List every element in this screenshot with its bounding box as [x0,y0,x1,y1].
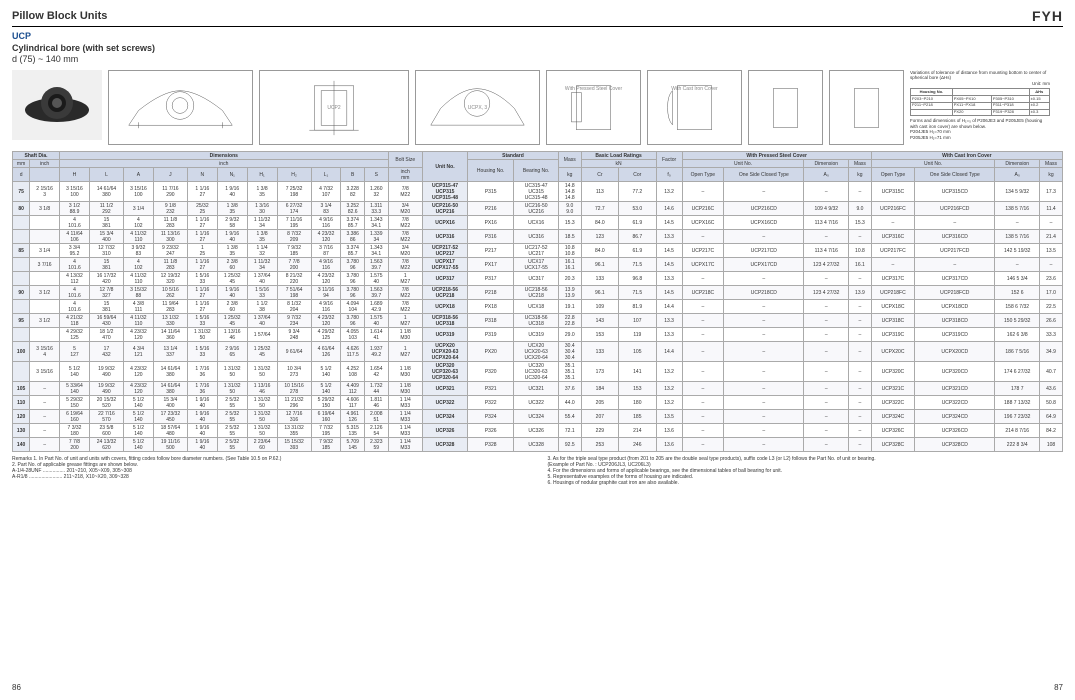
table-row: 3 15/165 1/2 14019 9/32 4904 23/32 12014… [13,362,1063,382]
remarks: Remarks 1. In Part No. of unit and units… [12,456,1063,486]
page-number-right: 87 [1054,683,1063,692]
subheader-text: UCP Cylindrical bore (with set screws) d… [12,31,155,66]
table-row: 4 101.615 3814 3/8 11111 9/64 2831 1/16 … [13,300,1063,314]
diagram-cover1 [748,70,823,145]
table-row: 3 7/164 101.615 3814 10211 1/8 2831 1/16… [13,258,1063,272]
tolerance-table: Housing No.ΔHsP203~P210PX05~PX10P305~P31… [910,88,1050,116]
page-header: Pillow Block Units FYH [12,8,1063,27]
diagram-pressed: With Pressed Steel Cover [546,70,641,145]
header-title: Pillow Block Units [12,10,107,22]
product-photo [12,70,102,140]
ucp-code: UCP [12,31,155,43]
table-row: 752 15/16 33 15/16 10014 61/64 3803 15/1… [13,182,1063,202]
ucp-range: d (75) ~ 140 mm [12,54,155,66]
table-row: 140–7 7/8 20024 13/32 6205 1/2 14019 11/… [13,438,1063,452]
table-row: 4 29/32 12518 1/2 4704 23/32 12014 11/64… [13,328,1063,342]
table-row: 1003 15/16 45 12717 4324 3/4 12113 1/4 3… [13,342,1063,362]
diagrams-row: UCP2 UCPX, 3 With Pressed Steel Cover Wi… [12,70,1063,145]
diagram-side [108,70,253,145]
table-row: 953 1/24 21/32 11816 59/64 4304 11/32 11… [13,314,1063,328]
table-row: 4 101.615 3814 10211 1/8 2831 1/16 272 9… [13,216,1063,230]
remarks-left: Remarks 1. In Part No. of unit and units… [12,456,528,486]
table-row: 120–6 19/64 16022 7/16 5705 1/2 14017 23… [13,410,1063,424]
header-brand: FYH [1032,8,1063,24]
table-row: 4 11/64 10615 3/4 4004 11/32 11011 13/16… [13,230,1063,244]
remarks-right: 3. As for the triple seal type product (… [548,456,1064,486]
spec-table: Shaft Dia. Dimensions Bolt Size Unit No.… [12,151,1063,452]
table-row: 903 1/24 101.612 7/8 3273 15/32 8810 5/1… [13,286,1063,300]
diagram-cover2 [829,70,904,145]
ucp-desc: Cylindrical bore (with set screws) [12,43,155,55]
subheader: UCP Cylindrical bore (with set screws) d… [12,31,1063,66]
diagram-cast: With Cast Iron Cover [647,70,742,145]
page-number-left: 86 [12,683,21,692]
diagram-ucpx3: UCPX, 3 [415,70,540,145]
tolerance-notes: Variations of tolerance of distance from… [910,70,1050,140]
table-row: 105–5 33/64 14019 9/32 4904 23/32 12014 … [13,382,1063,396]
table-row: 803 1/83 1/2 88.911 1/2 2923 1/4 9 1/8 2… [13,202,1063,216]
table-row: 110–5 29/32 15020 15/32 5205 1/2 14015 3… [13,396,1063,410]
table-row: 130–7 3/32 18023 5/8 6005 1/2 14018 57/6… [13,424,1063,438]
table-row: 853 1/43 3/4 95.212 7/32 3103 9/32 839 2… [13,244,1063,258]
diagram-ucp2: UCP2 [259,70,409,145]
table-row: 4 13/32 11216 17/32 4204 11/32 11012 19/… [13,272,1063,286]
